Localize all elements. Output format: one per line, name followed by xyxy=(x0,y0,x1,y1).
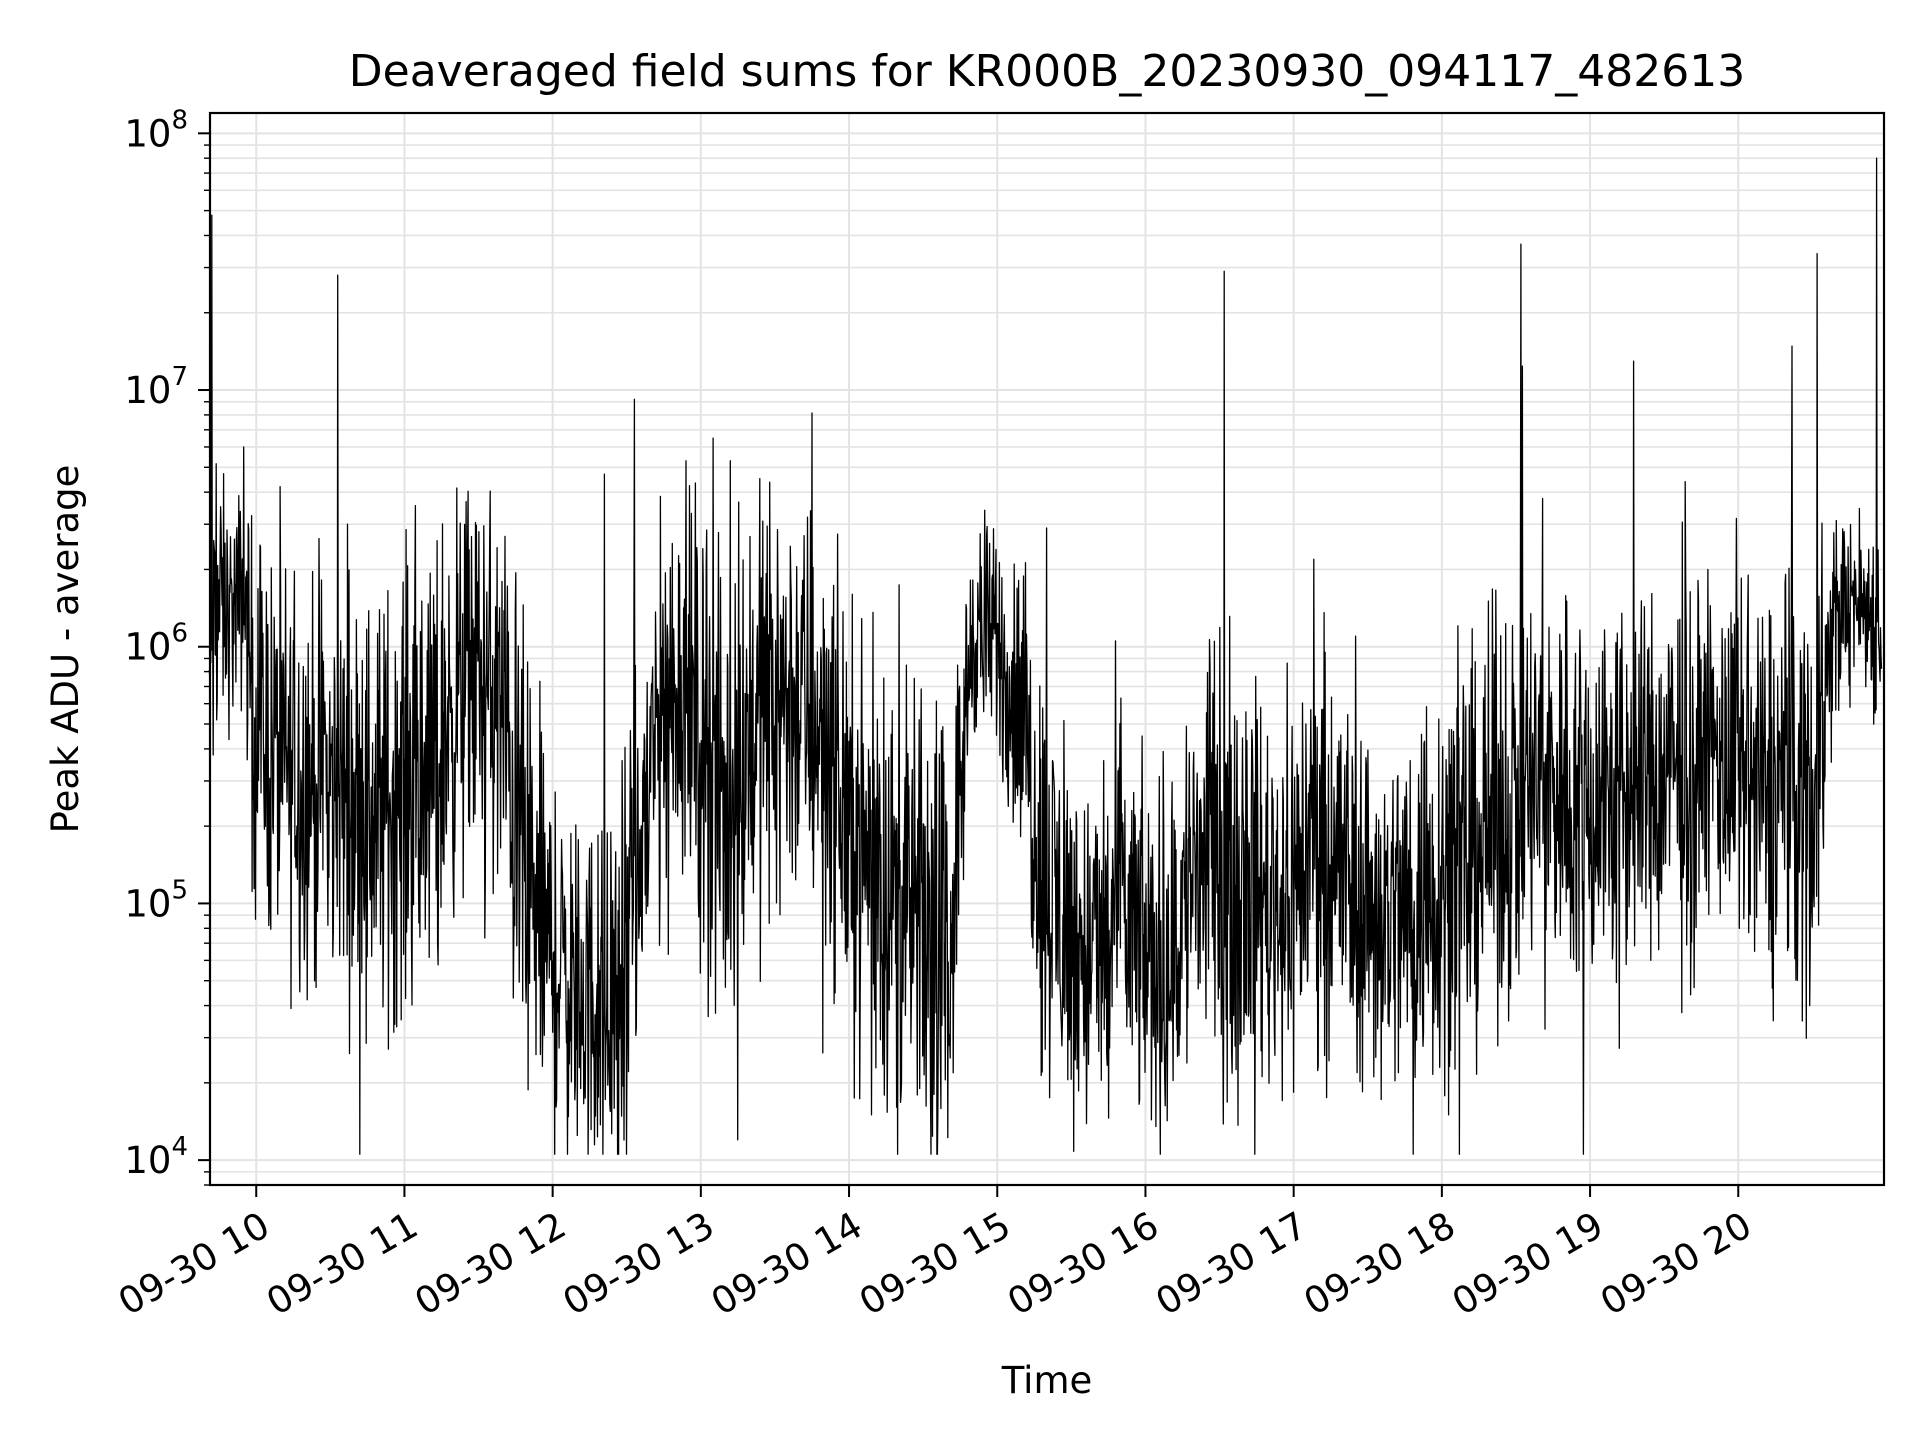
y-axis-label: Peak ADU - average xyxy=(44,465,87,834)
chart-title: Deaveraged field sums for KR000B_2023093… xyxy=(349,46,1745,97)
y-tick-exponent: 5 xyxy=(171,875,188,905)
series-line xyxy=(208,157,1883,1155)
x-axis-label: Time xyxy=(1001,1359,1093,1402)
y-tick-exponent: 6 xyxy=(171,619,188,649)
y-tick-exponent: 7 xyxy=(171,362,188,392)
plot-frame xyxy=(208,111,1886,1187)
y-tick-exponent: 8 xyxy=(171,105,188,135)
series xyxy=(208,157,1883,1155)
y-tick-exponent: 4 xyxy=(171,1132,188,1162)
